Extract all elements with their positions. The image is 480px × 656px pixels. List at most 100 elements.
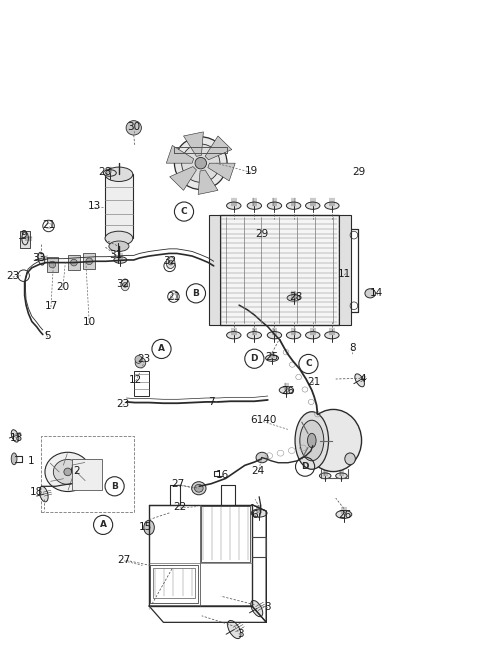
Ellipse shape — [135, 358, 146, 368]
Circle shape — [181, 144, 220, 182]
Text: 30: 30 — [127, 121, 140, 132]
Ellipse shape — [105, 167, 133, 182]
Text: 32: 32 — [163, 256, 176, 266]
Bar — [47, 256, 58, 272]
Text: 5: 5 — [44, 331, 51, 341]
Bar — [84, 253, 95, 269]
Bar — [72, 459, 102, 490]
Ellipse shape — [355, 374, 364, 387]
Text: 17: 17 — [44, 300, 58, 311]
Circle shape — [72, 462, 86, 477]
Text: 21: 21 — [42, 220, 55, 230]
Ellipse shape — [267, 331, 282, 339]
Text: 10: 10 — [83, 317, 96, 327]
Circle shape — [86, 258, 93, 264]
Text: 18: 18 — [30, 487, 43, 497]
Text: 27: 27 — [171, 479, 184, 489]
Ellipse shape — [247, 331, 262, 339]
Text: 2: 2 — [73, 466, 80, 476]
Ellipse shape — [114, 256, 127, 263]
Ellipse shape — [103, 170, 116, 176]
Text: 23: 23 — [116, 399, 130, 409]
Circle shape — [174, 137, 227, 190]
Ellipse shape — [319, 473, 331, 479]
Text: 4: 4 — [359, 374, 366, 384]
Circle shape — [49, 261, 56, 268]
Polygon shape — [183, 132, 204, 156]
Ellipse shape — [227, 202, 241, 209]
Ellipse shape — [228, 621, 241, 639]
Ellipse shape — [267, 202, 282, 209]
Text: 19: 19 — [244, 166, 258, 176]
Ellipse shape — [279, 386, 294, 394]
Polygon shape — [166, 146, 193, 163]
Text: 27: 27 — [118, 554, 131, 565]
Ellipse shape — [336, 473, 347, 479]
Ellipse shape — [53, 459, 82, 484]
Text: 25: 25 — [265, 352, 278, 361]
Bar — [153, 568, 195, 598]
Text: 13: 13 — [87, 201, 101, 211]
Ellipse shape — [247, 202, 262, 209]
Text: 15: 15 — [139, 522, 152, 532]
Ellipse shape — [121, 279, 130, 291]
Bar — [338, 215, 350, 325]
Ellipse shape — [324, 202, 339, 209]
Ellipse shape — [365, 289, 375, 298]
Ellipse shape — [144, 520, 155, 535]
Text: 8: 8 — [349, 342, 356, 353]
Bar — [150, 565, 198, 603]
Bar — [68, 255, 80, 270]
Ellipse shape — [227, 331, 241, 339]
Ellipse shape — [295, 412, 328, 469]
Text: 11: 11 — [338, 269, 351, 279]
Text: 18: 18 — [10, 433, 23, 443]
Polygon shape — [208, 163, 235, 181]
Text: 32: 32 — [116, 279, 130, 289]
Text: 3: 3 — [264, 602, 271, 611]
Ellipse shape — [265, 355, 278, 361]
Text: 7: 7 — [208, 397, 215, 407]
Text: D: D — [251, 354, 258, 363]
Circle shape — [71, 259, 77, 266]
Ellipse shape — [306, 202, 320, 209]
Text: 16: 16 — [216, 470, 229, 480]
Bar — [209, 215, 220, 325]
Polygon shape — [205, 136, 232, 160]
Text: B: B — [111, 482, 118, 491]
Text: 28: 28 — [289, 292, 302, 302]
Bar — [41, 436, 134, 512]
Text: 6140: 6140 — [250, 415, 276, 425]
Ellipse shape — [109, 241, 129, 251]
Text: 33: 33 — [32, 253, 46, 263]
Ellipse shape — [11, 453, 17, 464]
Text: 23: 23 — [138, 354, 151, 364]
Text: C: C — [180, 207, 187, 216]
Ellipse shape — [38, 253, 45, 265]
Ellipse shape — [300, 420, 324, 461]
Text: B: B — [192, 289, 199, 298]
Ellipse shape — [336, 510, 352, 518]
Ellipse shape — [287, 202, 301, 209]
Text: 6: 6 — [251, 510, 258, 520]
Text: 3: 3 — [237, 629, 243, 639]
Ellipse shape — [324, 331, 339, 339]
Ellipse shape — [256, 452, 268, 462]
Ellipse shape — [126, 121, 142, 135]
Text: 23: 23 — [6, 271, 19, 281]
Ellipse shape — [166, 256, 175, 268]
Bar — [20, 231, 30, 247]
Ellipse shape — [251, 509, 267, 517]
Ellipse shape — [251, 600, 263, 617]
Ellipse shape — [194, 484, 203, 492]
Polygon shape — [198, 170, 218, 194]
Text: 1: 1 — [27, 456, 34, 466]
Ellipse shape — [345, 453, 355, 464]
Text: 22: 22 — [174, 502, 187, 512]
Text: 26: 26 — [339, 510, 352, 520]
Ellipse shape — [45, 452, 90, 491]
Text: A: A — [158, 344, 165, 354]
Text: C: C — [305, 359, 312, 369]
Polygon shape — [170, 167, 196, 190]
Ellipse shape — [306, 331, 320, 339]
